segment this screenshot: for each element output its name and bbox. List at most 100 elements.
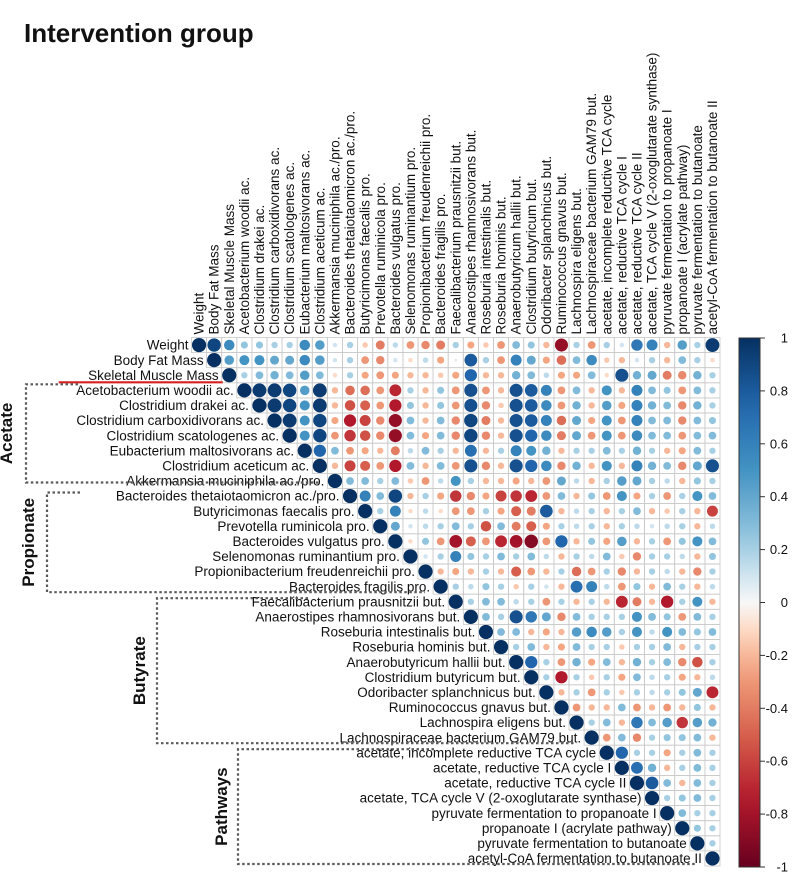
corr-circle: Butyricimonas faecalis pro. × acetyl-CoA… xyxy=(706,505,718,517)
corr-circle: Butyricimonas faecalis pro. × Butyricimo… xyxy=(358,504,373,519)
corr-circle: Clostridium scatologenes ac. × Roseburia… xyxy=(497,432,505,439)
column-label: Body Fat Mass xyxy=(207,244,222,334)
corr-circle: Clostridium scatologenes ac. × acetyl-Co… xyxy=(708,431,717,440)
colorbar-tick-label: 0.6 xyxy=(770,436,788,451)
corr-circle: Prevotella ruminicola pro. × pyruvate fe… xyxy=(694,523,701,530)
corr-circle: Acetobacterium woodii ac. × Clostridium … xyxy=(252,383,267,398)
corr-circle: Bacteroides fragilis pro. × Ruminococcus… xyxy=(558,583,565,590)
group-label: Pathways xyxy=(212,767,231,845)
corr-circle: Body Fat Mass × Propionibacterium freude… xyxy=(422,357,429,363)
corr-circle: acetate, incomplete reductive TCA cycle … xyxy=(693,748,702,757)
colorbar-tick-label: 0.8 xyxy=(770,383,788,398)
corr-circle: Lachnospira eligens but. × acetate, TCA … xyxy=(648,718,656,727)
corr-circle: Akkermansia muciniphila ac./pro. × Bacte… xyxy=(437,478,444,484)
corr-circle: Weight × Bacteroides fragilis pro.: -0.4 xyxy=(436,340,446,350)
corr-circle: Weight × Skeletal Muscle Mass: 0.55 xyxy=(223,339,235,351)
corr-circle: Anaerostipes rhamnosivorans but. × Roseb… xyxy=(482,612,490,621)
corr-circle: Clostridium scatologenes ac. × Anaerobut… xyxy=(509,429,523,443)
corr-circle: Clostridium carboxidivorans ac. × Rumino… xyxy=(556,415,567,426)
corr-circle: Clostridium aceticum ac. × Lachnospirace… xyxy=(588,462,595,470)
corr-circle: Acetobacterium woodii ac. × pyruvate fer… xyxy=(663,386,671,394)
corr-circle: Eubacterium maltosivorans ac. × Eubacter… xyxy=(297,443,312,458)
corr-circle: Weight × Body Fat Mass: 0.9 xyxy=(207,338,221,352)
corr-circle: Clostridium carboxidivorans ac. × Lachno… xyxy=(588,417,596,425)
corr-circle: Acetobacterium woodii ac. × pyruvate fer… xyxy=(693,386,702,395)
corr-circle: Prevotella ruminicola pro. × Lachnospira… xyxy=(573,523,580,529)
corr-circle: pyruvate fermentation to propanoate I × … xyxy=(709,809,716,817)
corr-circle: Akkermansia muciniphila ac./pro. × aceta… xyxy=(617,476,627,486)
corr-circle: Lachnospiraceae bacterium GAM79 but. × a… xyxy=(709,734,716,741)
corr-circle: Skeletal Muscle Mass × acetate, TCA cycl… xyxy=(647,370,657,380)
corr-circle: Body Fat Mass × Clostridium scatologenes… xyxy=(285,355,295,365)
corr-circle: Acetobacterium woodii ac. × Lachnospirac… xyxy=(588,387,595,394)
corr-circle: Butyricimonas faecalis pro. × Anaerobuty… xyxy=(511,506,522,517)
row-label: Butyricimonas faecalis pro. xyxy=(193,504,354,519)
corr-circle: Clostridium butyricum but. × Clostridium… xyxy=(524,670,539,685)
row-label: Ruminococcus gnavus but. xyxy=(389,700,551,715)
corr-circle: Propionibacterium freudenreichii pro. × … xyxy=(452,568,460,576)
corr-circle: Skeletal Muscle Mass × Clostridium drake… xyxy=(255,371,264,380)
corr-circle: Skeletal Muscle Mass × Roseburia intesti… xyxy=(482,372,490,379)
corr-circle: Clostridium carboxidivorans ac. × Clostr… xyxy=(313,413,327,428)
corr-circle: Clostridium scatologenes ac. × Bacteroid… xyxy=(344,429,356,442)
corr-circle: Weight × acetate, reductive TCA cycle II… xyxy=(631,339,643,351)
corr-circle: Selenomonas ruminantium pro. × pyruvate … xyxy=(663,553,671,560)
corr-circle: Selenomonas ruminantium pro. × Bacteroid… xyxy=(437,553,444,560)
corr-circle: Weight × Odoribacter splanchnicus but.: … xyxy=(543,341,550,349)
corr-circle: Eubacterium maltosivorans ac. × Ruminoco… xyxy=(558,447,565,454)
corr-circle: Propionibacterium freudenreichii pro. × … xyxy=(527,567,536,576)
corr-circle: Selenomonas ruminantium pro. × Anaerobut… xyxy=(512,553,520,560)
colorbar-tick-label: 0.4 xyxy=(770,489,788,504)
corr-circle: Skeletal Muscle Mass × Roseburia hominis… xyxy=(497,372,505,379)
corr-circle: Body Fat Mass × Clostridium carboxidivor… xyxy=(270,355,280,365)
corr-circle: Propionibacterium freudenreichii pro. × … xyxy=(709,568,716,575)
corr-circle: Bacteroides thetaiotaomicron ac./pro. × … xyxy=(510,490,522,502)
corr-circle: Bacteroides thetaiotaomicron ac./pro. × … xyxy=(616,491,627,502)
corr-circle: Roseburia intestinalis but. × Ruminococc… xyxy=(558,628,565,636)
corr-circle: Akkermansia muciniphila ac./pro. × Faeca… xyxy=(450,475,461,486)
corr-circle: Bacteroides thetaiotaomicron ac./pro. × … xyxy=(407,492,414,500)
corr-circle: Bacteroides vulgatus pro. × acetate, inc… xyxy=(603,537,611,545)
corr-circle: Bacteroides thetaiotaomicron ac./pro. × … xyxy=(708,492,717,500)
corr-circle: Clostridium drakei ac. × acetyl-CoA ferm… xyxy=(709,402,716,409)
corr-circle: Bacteroides vulgatus pro. × Lachnospirac… xyxy=(588,537,596,545)
corr-circle: Eubacterium maltosivorans ac. × acetyl-C… xyxy=(709,447,716,454)
corr-circle: Lachnospira eligens but. × acetate, redu… xyxy=(631,716,643,729)
corr-circle: Clostridium carboxidivorans ac. × Bacter… xyxy=(388,414,402,428)
corr-circle: Roseburia hominis but. × acetate, incomp… xyxy=(603,643,610,651)
corr-circle: Butyricimonas faecalis pro. × Lachnospir… xyxy=(588,507,595,515)
corr-circle: Body Fat Mass × Roseburia hominis but.: … xyxy=(497,356,505,365)
corr-circle: Roseburia hominis but. × pyruvate fermen… xyxy=(694,643,701,651)
corr-circle: Acetobacterium woodii ac. × propanoate I… xyxy=(678,386,687,395)
corr-circle: Clostridium aceticum ac. × Odoribacter s… xyxy=(541,460,552,472)
corr-circle: Bacteroides thetaiotaomicron ac./pro. × … xyxy=(557,492,566,500)
corr-circle: Selenomonas ruminantium pro. × Lachnospi… xyxy=(573,553,580,560)
group-bracket xyxy=(24,383,320,484)
corr-circle: Acetobacterium woodii ac. × Bacteroides … xyxy=(389,384,402,397)
corr-circle: Acetobacterium woodii ac. × Bacteroides … xyxy=(345,385,355,396)
corr-circle: acetate, incomplete reductive TCA cycle … xyxy=(709,749,716,756)
corr-circle: pyruvate fermentation to propanoate I × … xyxy=(678,809,687,818)
corr-circle: Bacteroides vulgatus pro. × Roseburia ho… xyxy=(495,535,507,548)
corr-circle: Bacteroides fragilis pro. × acetyl-CoA f… xyxy=(709,583,716,590)
corr-circle: Roseburia intestinalis but. × pyruvate f… xyxy=(662,626,673,637)
corr-circle: Propionibacterium freudenreichii pro. × … xyxy=(679,568,686,575)
corr-circle: Clostridium aceticum ac. × Lachnospira e… xyxy=(572,461,581,471)
corr-circle: Bacteroides thetaiotaomicron ac./pro. × … xyxy=(692,491,703,502)
corr-circle: Selenomonas ruminantium pro. × acetate, … xyxy=(602,552,611,561)
row-label: Roseburia hominis but. xyxy=(352,640,490,655)
corr-circle: Eubacterium maltosivorans ac. × Selenomo… xyxy=(407,448,414,454)
corr-circle: Roseburia hominis but. × Clostridium but… xyxy=(527,643,536,651)
corr-circle: Eubacterium maltosivorans ac. × acetate,… xyxy=(618,447,626,454)
corr-circle: Clostridium carboxidivorans ac. × Rosebu… xyxy=(481,416,491,426)
corr-circle: Skeletal Muscle Mass × Acetobacterium wo… xyxy=(241,372,248,379)
corr-circle: Faecalibacterium prausnitzii but. × acet… xyxy=(615,595,628,608)
corr-circle: Selenomonas ruminantium pro. × acetate, … xyxy=(619,553,625,560)
corr-circle: Akkermansia muciniphila ac./pro. × Clost… xyxy=(528,477,535,485)
corr-circle: Acetobacterium woodii ac. × Propionibact… xyxy=(422,387,429,394)
corr-circle: Bacteroides thetaiotaomicron ac./pro. × … xyxy=(359,490,371,502)
corr-circle: Prevotella ruminicola pro. × Roseburia i… xyxy=(480,520,492,532)
corr-circle: Bacteroides vulgatus pro. × propanoate I… xyxy=(678,537,686,545)
corr-circle: propanoate I (acrylate pathway) × propan… xyxy=(675,821,690,836)
corr-circle: Prevotella ruminicola pro. × Clostridium… xyxy=(526,521,537,532)
